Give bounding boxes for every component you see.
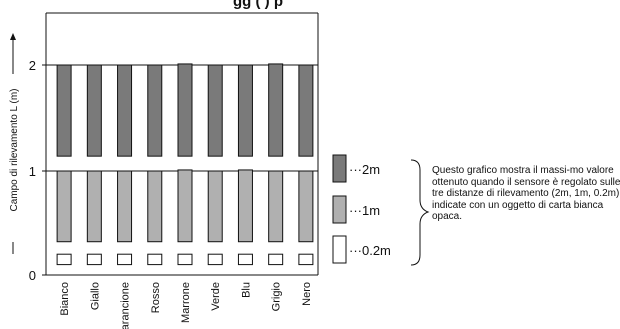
- bar: [86, 64, 102, 157]
- bar: [298, 253, 314, 266]
- y-axis-title: Campo di rilevamento L (m): [9, 88, 20, 211]
- bar: [268, 63, 284, 157]
- legend-swatch: [332, 154, 347, 183]
- bar: [147, 170, 163, 243]
- bar: [147, 253, 163, 266]
- bar: [177, 63, 193, 157]
- bar: [117, 170, 133, 243]
- y-axis-arrow-head: [10, 33, 16, 40]
- y-tick-label: 1: [29, 164, 36, 179]
- x-category-label: Bianco: [59, 282, 71, 316]
- y-tick-label: 0: [29, 268, 36, 283]
- bar: [268, 253, 284, 266]
- legend-label: ···0.2m: [349, 243, 391, 258]
- x-category-label: Giallo: [89, 282, 101, 310]
- bar: [268, 170, 284, 243]
- legend-swatch: [332, 195, 347, 224]
- y-axis-title-group: Campo di rilevamento L (m): [9, 33, 20, 254]
- bar: [177, 169, 193, 243]
- bar: [237, 169, 253, 243]
- bar: [117, 253, 133, 266]
- x-category-label: Nero: [301, 282, 313, 306]
- x-category-label: Blu: [240, 282, 252, 298]
- y-tick-label: 2: [29, 58, 36, 73]
- bar: [56, 253, 72, 266]
- chart-title-fragment: gg ( ) p: [233, 0, 283, 10]
- x-category-label: Rosso: [150, 282, 162, 313]
- bar: [147, 64, 163, 157]
- x-category-label: Verde: [210, 282, 222, 311]
- bar: [298, 64, 314, 157]
- bar: [56, 64, 72, 157]
- legend-label: ···2m: [349, 162, 380, 177]
- bar: [86, 170, 102, 243]
- bar: [117, 64, 133, 157]
- x-category-label: Marrone: [180, 282, 192, 323]
- legend-brace: [410, 159, 430, 266]
- bar: [207, 253, 223, 266]
- legend-label: ···1m: [349, 203, 380, 218]
- bar: [298, 170, 314, 243]
- bar: [237, 64, 253, 157]
- x-category-label: arancione: [120, 282, 132, 329]
- bar: [86, 253, 102, 266]
- bar: [207, 64, 223, 157]
- legend-swatch: [332, 235, 347, 264]
- x-category-label: Grigio: [271, 282, 283, 311]
- chart-note: Questo grafico mostra il massi-mo valore…: [432, 165, 620, 222]
- bar: [207, 170, 223, 243]
- bar: [177, 253, 193, 266]
- bar: [56, 170, 72, 243]
- bar: [237, 253, 253, 266]
